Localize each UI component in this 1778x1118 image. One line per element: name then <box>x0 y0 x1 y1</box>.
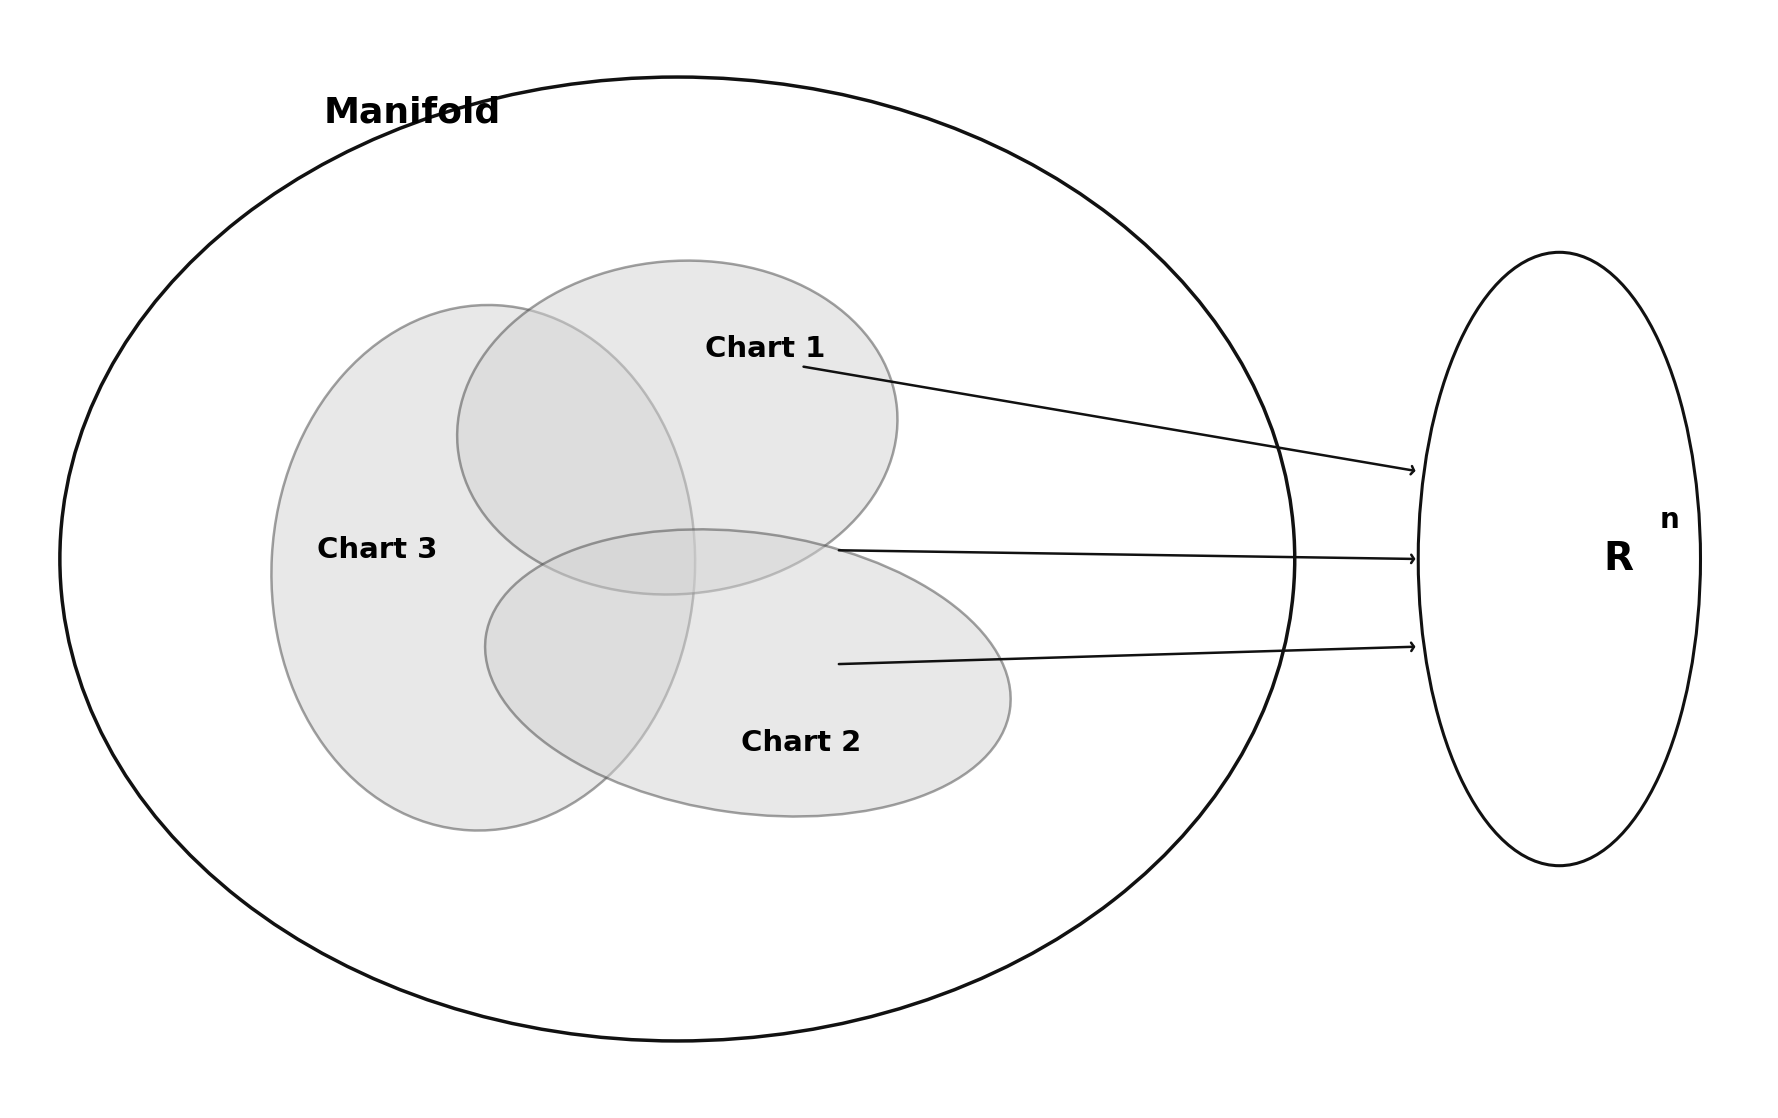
Text: R: R <box>1604 540 1634 578</box>
Text: Chart 1: Chart 1 <box>706 334 825 362</box>
Text: n: n <box>1661 506 1680 534</box>
Text: Chart 3: Chart 3 <box>316 537 437 565</box>
Ellipse shape <box>272 305 695 831</box>
Ellipse shape <box>457 260 898 595</box>
Ellipse shape <box>485 529 1010 816</box>
Text: Chart 2: Chart 2 <box>741 729 861 757</box>
Text: Manifold: Manifold <box>324 95 501 129</box>
